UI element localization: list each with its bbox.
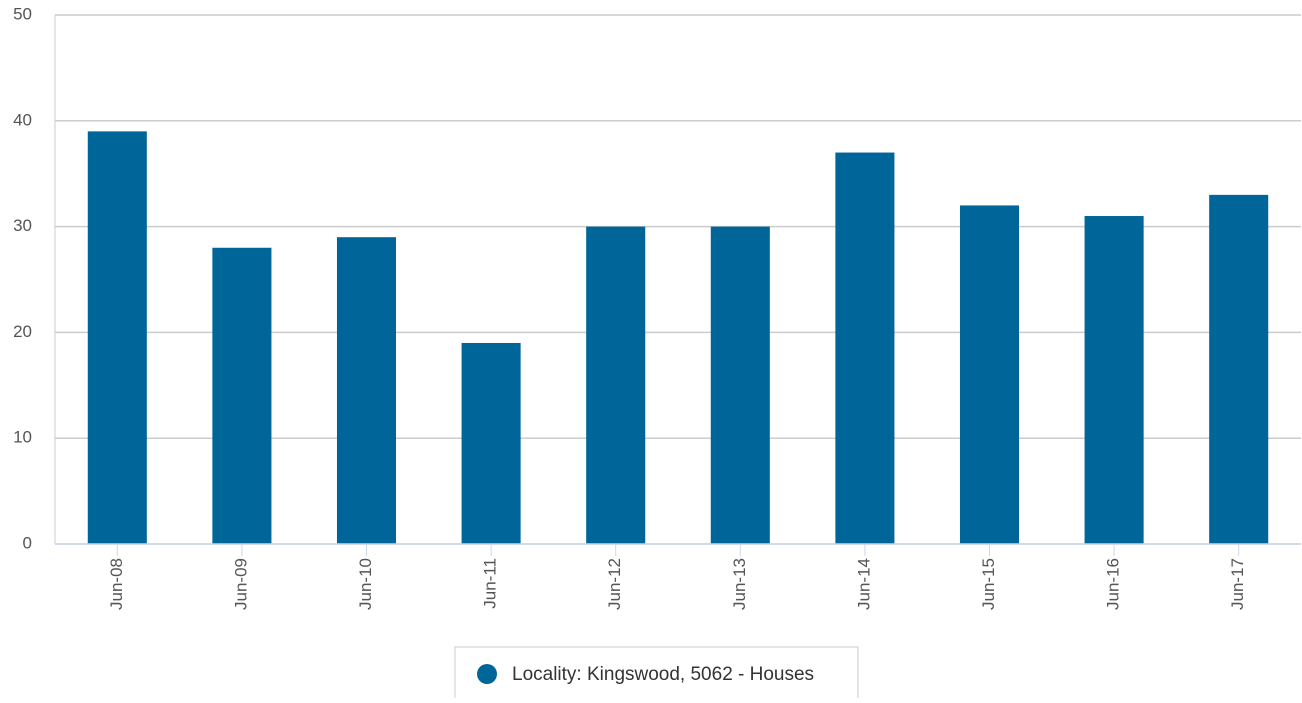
x-tick-label: Jun-13 [730, 558, 749, 610]
legend-marker [477, 664, 497, 684]
y-tick-label: 50 [13, 4, 32, 23]
x-tick-label: Jun-11 [481, 558, 500, 609]
legend-box [454, 646, 859, 703]
x-tick-label: Jun-08 [107, 558, 126, 610]
bar [586, 226, 646, 544]
x-tick-label: Jun-12 [605, 558, 624, 610]
legend-label: Locality: Kingswood, 5062 - Houses [512, 664, 814, 685]
bar [212, 247, 272, 544]
bar [1084, 216, 1144, 544]
x-tick-label: Jun-17 [1228, 558, 1247, 610]
y-tick-label: 20 [13, 322, 32, 341]
bar [87, 131, 147, 544]
x-tick-label: Jun-14 [854, 558, 873, 610]
x-tick-label: Jun-09 [231, 558, 250, 610]
y-tick-label: 10 [13, 428, 32, 447]
bar [336, 237, 397, 544]
bar [461, 342, 521, 544]
bar [835, 152, 895, 545]
bar [1209, 194, 1269, 545]
y-tick-label: 0 [23, 533, 32, 552]
x-tick-label: Jun-10 [356, 558, 375, 610]
y-tick-label: 30 [13, 216, 32, 235]
bar [959, 205, 1020, 544]
x-tick-label: Jun-15 [979, 558, 998, 610]
x-tick-label: Jun-16 [1104, 558, 1123, 610]
bar [710, 226, 770, 544]
y-tick-label: 40 [13, 110, 32, 129]
